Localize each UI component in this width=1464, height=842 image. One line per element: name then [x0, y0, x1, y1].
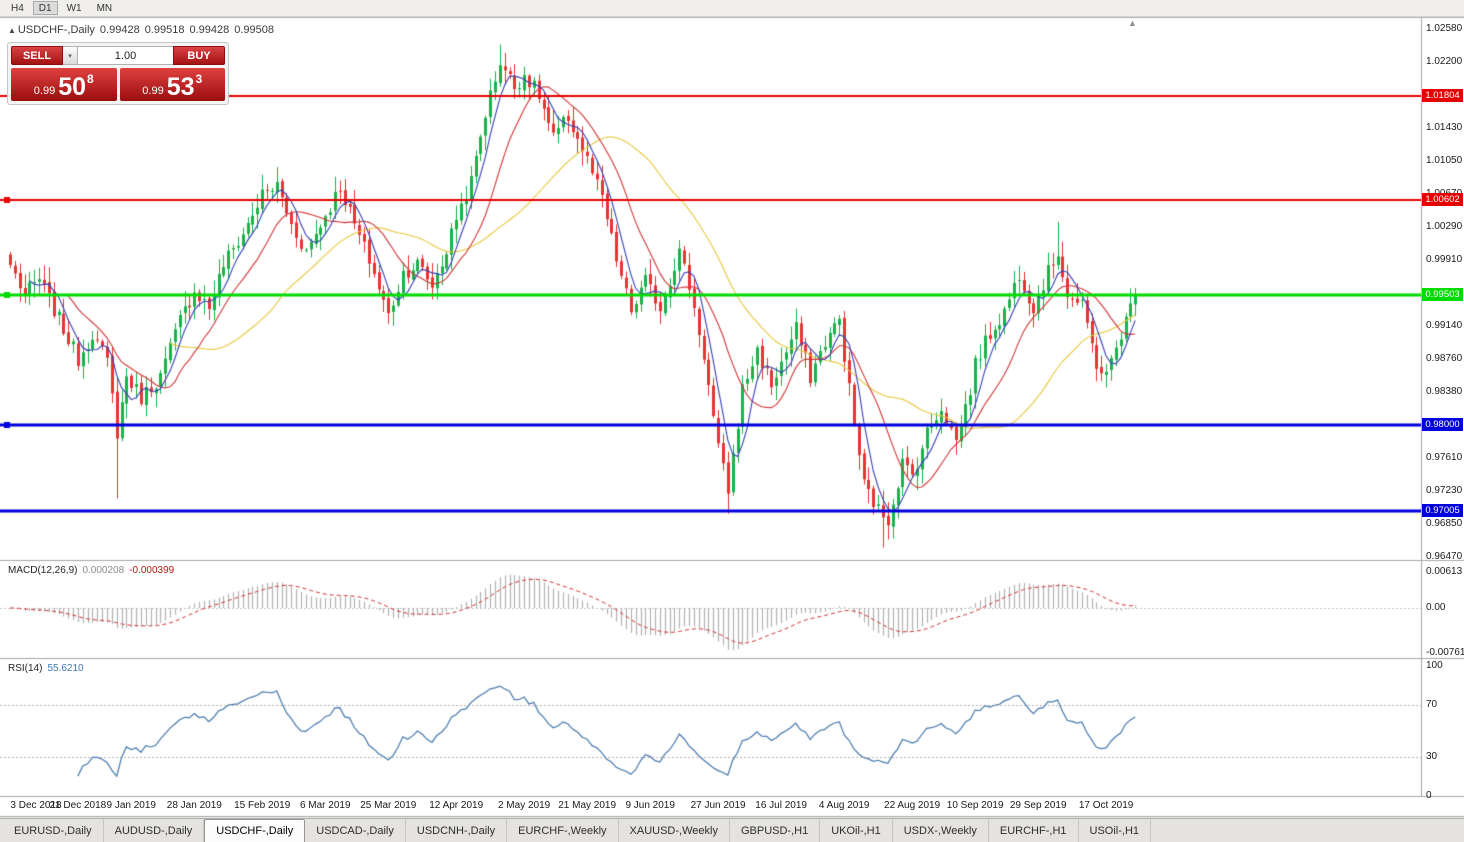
chevron-down-icon: ▾	[68, 52, 72, 60]
ask-price-display[interactable]: 0.99 53 3	[119, 68, 225, 101]
ask-price-sup: 3	[195, 72, 203, 86]
macd-value-main: 0.000208	[82, 565, 125, 576]
tab-xauusd-weekly[interactable]: XAUUSD-,Weekly	[619, 819, 730, 842]
ohlc-close: 0.99508	[234, 24, 274, 36]
tab-eurusd-daily[interactable]: EURUSD-,Daily	[3, 819, 104, 842]
rsi-value: 55.6210	[47, 663, 84, 674]
tab-gbpusd-h1[interactable]: GBPUSD-,H1	[730, 819, 821, 842]
tab-eurchf-h1[interactable]: EURCHF-,H1	[989, 819, 1079, 842]
bid-price-sup: 8	[87, 72, 94, 86]
tab-usdchf-daily[interactable]: USDCHF-,Daily	[204, 819, 306, 842]
timeframe-button-h4[interactable]: H4	[11, 3, 24, 14]
rsi-name: RSI(14)	[8, 663, 43, 674]
timeframe-toolbar: H4 D1 W1 MN	[0, 0, 1464, 17]
volume-input[interactable]	[78, 46, 173, 65]
timeframe-button-d1[interactable]: D1	[32, 1, 58, 15]
ohlc-open: 0.99428	[99, 24, 140, 36]
timeframe-button-w1[interactable]: W1	[66, 3, 82, 14]
trade-controls-row: SELL ▾ BUY	[11, 46, 225, 65]
ohlc-low: 0.99428	[189, 24, 230, 36]
ask-price-big: 53	[166, 73, 195, 101]
tab-eurchf-weekly[interactable]: EURCHF-,Weekly	[507, 819, 619, 842]
ohlc-high: 0.99518	[144, 24, 185, 36]
chart-shift-marker[interactable]: ▲	[1128, 18, 1137, 28]
sell-button[interactable]: SELL	[11, 46, 63, 65]
bid-price-small: 0.99	[33, 85, 56, 97]
tab-audusd-daily[interactable]: AUDUSD-,Daily	[104, 819, 205, 842]
chart-tab-bar: EURUSD-,Daily AUDUSD-,Daily USDCHF-,Daily U…	[0, 818, 1464, 842]
trade-prices-row: 0.99 50 8 0.99 53 3	[11, 68, 225, 101]
ask-price-small: 0.99	[142, 85, 164, 97]
chart-title: ▲ USDCHF-,Daily 0.99428 0.99518 0.99428 0.995…	[8, 24, 279, 36]
tab-usdcad-daily[interactable]: USDCAD-,Daily	[305, 819, 406, 842]
bid-price-display[interactable]: 0.99 50 8	[11, 68, 117, 101]
bid-price-big: 50	[58, 73, 87, 101]
macd-name: MACD(12,26,9)	[8, 565, 78, 576]
timeframe-button-mn[interactable]: MN	[96, 3, 113, 14]
tab-usoil-h1[interactable]: USOil-,H1	[1079, 819, 1152, 842]
tab-usdcnh-daily[interactable]: USDCNH-,Daily	[406, 819, 508, 842]
rsi-indicator-label: RSI(14) 55.6210	[8, 663, 89, 674]
tab-ukoil-h1[interactable]: UKOil-,H1	[820, 819, 893, 842]
macd-indicator-label: MACD(12,26,9) 0.000208 -0.000399	[8, 565, 179, 576]
tab-usdx-weekly[interactable]: USDX-,Weekly	[893, 819, 989, 842]
buy-button[interactable]: BUY	[173, 46, 225, 65]
macd-value-signal: -0.000399	[129, 565, 175, 576]
volume-dropdown-button[interactable]: ▾	[63, 46, 78, 65]
chart-icon: ▲	[8, 26, 16, 35]
chart-symbol: USDCHF-,Daily	[17, 24, 95, 36]
